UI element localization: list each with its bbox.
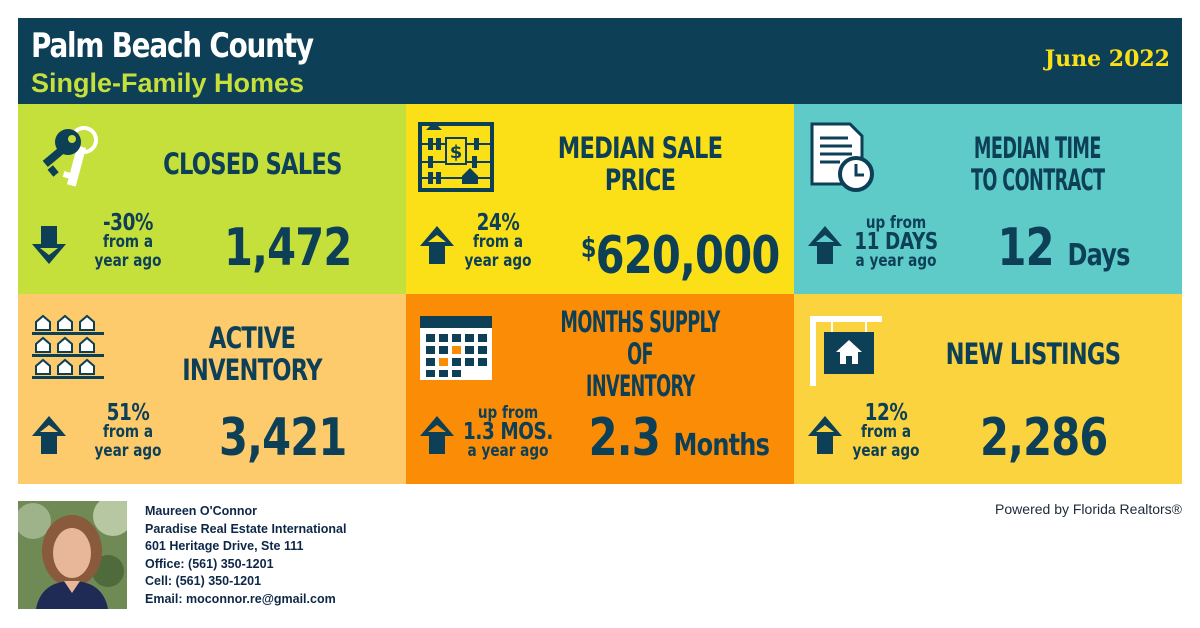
- powered-by-text: Powered by Florida Realtors®: [995, 501, 1182, 517]
- months-supply-change: up from 1.3 MOS. a year ago: [463, 403, 553, 461]
- median-time-tile: MEDIAN TIME TO CONTRACT up from 11 DAYS a…: [794, 104, 1182, 294]
- median-sale-price-value: $620,000: [580, 226, 780, 286]
- median-time-label: MEDIAN TIME TO CONTRACT: [971, 131, 1105, 197]
- active-inventory-label: ACTIVE INVENTORY: [182, 321, 322, 387]
- months-supply-value: 2.3 Months: [588, 408, 770, 468]
- agent-email[interactable]: Email: moconnor.re@gmail.com: [145, 591, 336, 606]
- page-subtitle: Single-Family Homes: [31, 68, 305, 98]
- agent-contact-block: Maureen O'Connor Paradise Real Estate In…: [145, 503, 346, 609]
- report-date: June 2022: [1044, 46, 1170, 72]
- median-time-value: 12 Days: [997, 218, 1131, 278]
- calendar-icon: [420, 316, 492, 380]
- header-banner: Palm Beach County Single-Family Homes Ju…: [18, 18, 1182, 104]
- houses-rows-icon: [32, 314, 104, 379]
- agent-company: Paradise Real Estate International: [145, 521, 347, 536]
- active-inventory-value: 3,421: [219, 408, 347, 468]
- arrow-up-icon: [420, 416, 454, 454]
- arrow-up-icon: [420, 226, 454, 264]
- months-supply-tile: MONTHS SUPPLY OF INVENTORY up from 1.3 MO…: [406, 294, 794, 484]
- median-sale-price-tile: $ MEDIAN SALE PRICE 24% from a year ago …: [406, 104, 794, 294]
- arrow-up-icon: [808, 226, 842, 264]
- median-time-change: up from 11 DAYS a year ago: [854, 213, 938, 271]
- closed-sales-tile: CLOSED SALES -30% from a year ago 1,472: [18, 104, 406, 294]
- svg-text:$: $: [450, 142, 463, 163]
- agent-cell-phone: Cell: (561) 350-1201: [145, 574, 262, 589]
- median-sale-price-change: 24% from a year ago: [464, 210, 532, 271]
- agent-photo: [18, 501, 127, 609]
- agent-office-phone: Office: (561) 350-1201: [145, 556, 274, 571]
- active-inventory-change: 51% from a year ago: [94, 400, 162, 461]
- active-inventory-tile: ACTIVE INVENTORY 51% from a year ago 3,4…: [18, 294, 406, 484]
- median-sale-price-label: MEDIAN SALE PRICE: [557, 131, 723, 197]
- closed-sales-change: -30% from a year ago: [94, 210, 162, 271]
- new-listings-label: NEW LISTINGS: [945, 337, 1121, 371]
- closed-sales-label: CLOSED SALES: [162, 147, 342, 181]
- agent-name: Maureen O'Connor: [145, 504, 258, 518]
- months-supply-label: MONTHS SUPPLY OF INVENTORY: [560, 305, 720, 403]
- page-title: Palm Beach County: [31, 26, 314, 66]
- abacus-icon: $: [418, 122, 494, 192]
- keys-icon: [42, 126, 98, 187]
- document-clock-icon: [810, 122, 874, 192]
- new-listings-value: 2,286: [980, 408, 1108, 468]
- house-sign-icon: [810, 316, 882, 386]
- closed-sales-value: 1,472: [224, 218, 352, 278]
- agent-address: 601 Heritage Drive, Ste 111: [145, 539, 304, 554]
- arrow-up-icon: [32, 416, 66, 454]
- new-listings-change: 12% from a year ago: [852, 400, 920, 461]
- arrow-up-icon: [808, 416, 842, 454]
- new-listings-tile: NEW LISTINGS 12% from a year ago 2,286: [794, 294, 1182, 484]
- arrow-down-icon: [32, 226, 66, 264]
